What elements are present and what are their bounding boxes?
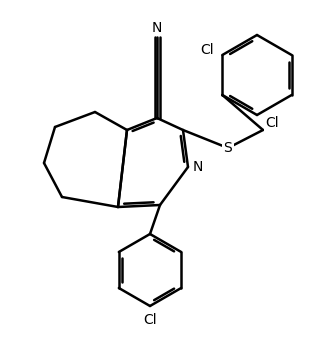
- Text: Cl: Cl: [265, 116, 279, 130]
- Text: S: S: [224, 141, 232, 155]
- Text: N: N: [152, 21, 162, 35]
- Text: Cl: Cl: [201, 43, 214, 57]
- Text: N: N: [193, 160, 203, 174]
- Text: Cl: Cl: [143, 313, 157, 327]
